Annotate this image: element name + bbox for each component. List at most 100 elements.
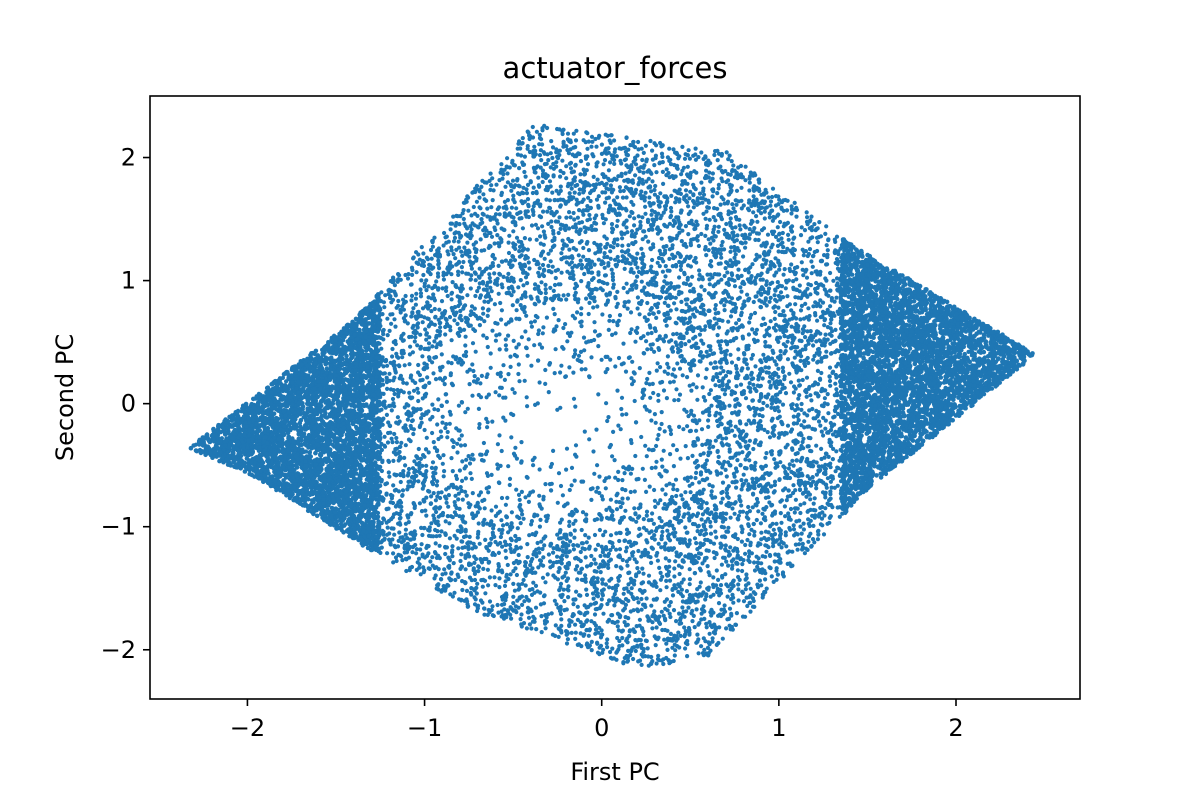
scatter-point (704, 501, 709, 506)
scatter-point (809, 271, 814, 276)
scatter-point (511, 569, 516, 574)
scatter-point (695, 373, 701, 378)
scatter-point (642, 315, 647, 320)
scatter-point (384, 380, 389, 385)
scatter-point (429, 256, 434, 261)
scatter-point (762, 216, 767, 221)
scatter-point (523, 174, 528, 179)
scatter-point (720, 636, 725, 641)
scatter-point (740, 568, 745, 574)
scatter-point (485, 206, 490, 211)
scatter-point (517, 316, 522, 321)
scatter-point (419, 542, 424, 547)
scatter-point (540, 179, 545, 185)
scatter-point (706, 424, 711, 429)
scatter-point (602, 158, 608, 163)
scatter-point (739, 539, 745, 544)
scatter-point (751, 188, 757, 193)
scatter-point (675, 487, 680, 493)
scatter-point (615, 320, 620, 325)
scatter-point (497, 433, 502, 438)
scatter-point (503, 258, 508, 263)
scatter-point (592, 569, 597, 574)
scatter-point (616, 423, 621, 428)
scatter-point (701, 192, 707, 197)
scatter-point (596, 257, 601, 262)
scatter-point (727, 182, 732, 187)
scatter-point (599, 603, 604, 608)
scatter-point (505, 495, 510, 500)
scatter-point (525, 555, 530, 560)
scatter-point (602, 251, 607, 256)
scatter-point (622, 538, 628, 543)
scatter-point (592, 329, 598, 334)
scatter-point (433, 315, 438, 320)
scatter-point (714, 642, 719, 648)
scatter-point (490, 176, 495, 181)
scatter-point (523, 329, 528, 334)
scatter-point (407, 362, 412, 367)
scatter-point (609, 222, 615, 227)
scatter-point (652, 412, 658, 417)
scatter-point (756, 237, 761, 243)
scatter-point (660, 464, 665, 469)
scatter-point (665, 361, 670, 366)
scatter-point (469, 476, 474, 481)
scatter-point (413, 302, 418, 307)
scatter-point (451, 561, 456, 566)
scatter-point (630, 466, 635, 471)
scatter-point (510, 178, 516, 183)
scatter-point (569, 630, 574, 636)
scatter-point (408, 344, 413, 349)
scatter-point (393, 504, 398, 509)
scatter-point (506, 240, 511, 245)
scatter-point (722, 459, 727, 464)
scatter-point (584, 296, 589, 301)
scatter-point (506, 372, 511, 377)
scatter-point (422, 427, 427, 433)
scatter-point (733, 532, 738, 537)
scatter-point (462, 443, 468, 448)
scatter-point (560, 493, 566, 498)
scatter-point (608, 547, 613, 553)
scatter-point (499, 317, 504, 322)
scatter-point (394, 440, 399, 445)
scatter-point (505, 156, 510, 161)
scatter-point (736, 267, 741, 272)
scatter-point (661, 181, 666, 186)
scatter-point (635, 644, 640, 649)
scatter-point (683, 554, 688, 559)
scatter-point (460, 270, 465, 275)
scatter-point (518, 521, 523, 526)
scatter-point (811, 343, 816, 348)
scatter-point (545, 209, 550, 214)
scatter-point (532, 301, 537, 306)
scatter-point (613, 294, 618, 300)
scatter-point (536, 270, 541, 275)
scatter-point (506, 250, 512, 256)
scatter-point (691, 153, 696, 158)
scatter-point (477, 205, 482, 210)
scatter-point (538, 558, 544, 564)
scatter-point (665, 303, 671, 308)
scatter-point (585, 239, 590, 245)
scatter-point (782, 351, 787, 356)
scatter-point (507, 233, 512, 238)
scatter-point (807, 523, 812, 529)
scatter-point (732, 284, 738, 289)
scatter-point (699, 284, 704, 289)
scatter-point (523, 583, 528, 588)
scatter-point (673, 200, 678, 205)
scatter-point (443, 588, 448, 593)
scatter-point (617, 538, 622, 544)
scatter-point (733, 225, 738, 230)
scatter-point (567, 487, 572, 493)
scatter-point (772, 273, 777, 278)
scatter-point (488, 351, 493, 356)
scatter-point (716, 577, 721, 583)
scatter-point (584, 587, 589, 592)
scatter-point (406, 272, 411, 277)
scatter-point (616, 259, 621, 264)
scatter-point (776, 435, 781, 440)
scatter-point (533, 222, 539, 227)
